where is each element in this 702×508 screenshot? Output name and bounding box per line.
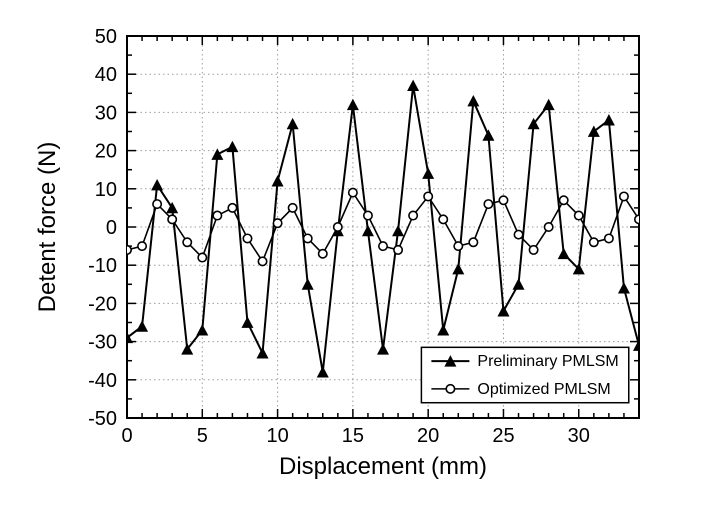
x-tick-label: 30 [568, 425, 590, 447]
y-tick-label: 30 [95, 102, 117, 124]
y-tick-label: -30 [88, 332, 117, 354]
x-tick-label: 15 [342, 425, 364, 447]
y-tick-label: 40 [95, 64, 117, 86]
x-axis-label: Displacement (mm) [279, 453, 487, 480]
x-tick-label: 5 [197, 425, 208, 447]
y-tick-label: 0 [106, 217, 117, 239]
legend-label-preliminary: Preliminary PMLSM [477, 353, 618, 370]
y-tick-label: -50 [88, 408, 117, 430]
x-tick-label: 0 [121, 425, 132, 447]
detent-force-chart: 0 5 10 15 20 25 30 -50 -40 -30 -20 -10 0 10 20 30 40 50 Di… [0, 0, 702, 508]
y-tick-label: -20 [88, 293, 117, 315]
x-tick-label: 10 [266, 425, 288, 447]
x-tick-label: 20 [417, 425, 439, 447]
legend: Preliminary PMLSM Optimized PMLSM [421, 347, 628, 402]
y-tick-label: 20 [95, 141, 117, 163]
y-tick-label: 10 [95, 179, 117, 201]
y-tick-label: 50 [95, 26, 117, 48]
y-tick-label: -10 [88, 255, 117, 277]
x-tick-label: 25 [492, 425, 514, 447]
legend-label-optimized: Optimized PMLSM [477, 381, 610, 398]
y-tick-label: -40 [88, 370, 117, 392]
y-axis-label: Detent force (N) [34, 142, 61, 313]
chart-container: 0 5 10 15 20 25 30 -50 -40 -30 -20 -10 0 10 20 30 40 50 Di… [0, 0, 702, 508]
